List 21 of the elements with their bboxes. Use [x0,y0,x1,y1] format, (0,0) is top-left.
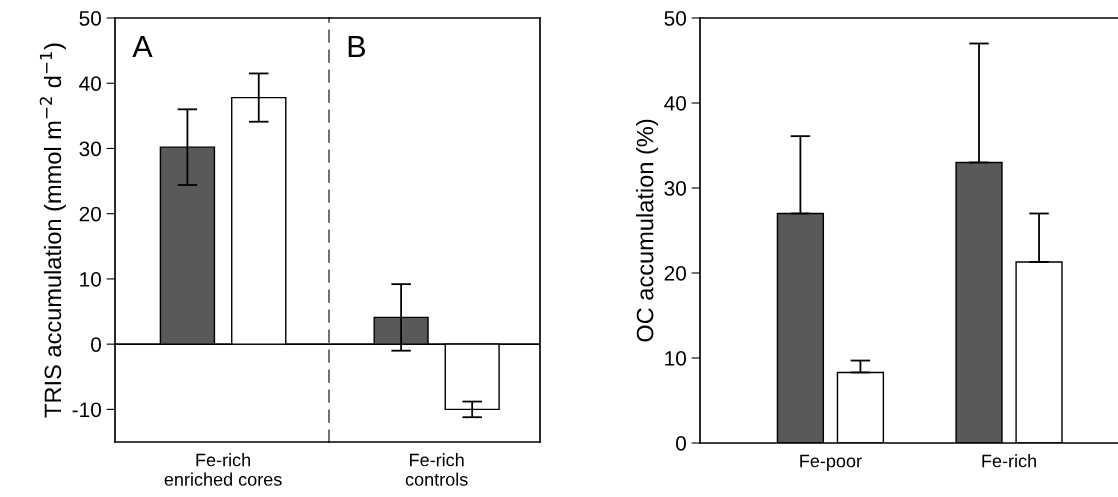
y-axis-title: OC accumulation (%) [636,119,659,342]
y-axis-title: TRIS accumulation (mmol m$^{−2}$ d$^{−1}$) [39,43,66,418]
y-tick-label: 30 [79,141,101,157]
x-tick-label: Fe-rich [982,454,1036,468]
annotation: B [348,36,365,58]
y-tick-label: 0 [676,436,686,451]
y-tick-label: 10 [80,271,101,287]
y-tick-label: 40 [79,76,101,91]
y-tick-label: 50 [664,11,686,26]
x-tick-label: Fe-rich controls [405,453,468,486]
y-tick-label: 40 [664,96,686,111]
y-tick-label: -10 [72,402,101,418]
x-tick-label: Fe-poor [800,454,862,471]
y-tick-label: 20 [79,206,101,222]
y-tick-label: 30 [664,181,686,196]
x-tick-label: Fe-rich enriched cores [164,453,282,486]
y-tick-label: 10 [665,351,686,366]
y-tick-label: 0 [91,337,101,352]
annotation: A [132,36,153,58]
y-tick-label: 20 [664,266,686,281]
y-tick-label: 50 [79,11,101,26]
